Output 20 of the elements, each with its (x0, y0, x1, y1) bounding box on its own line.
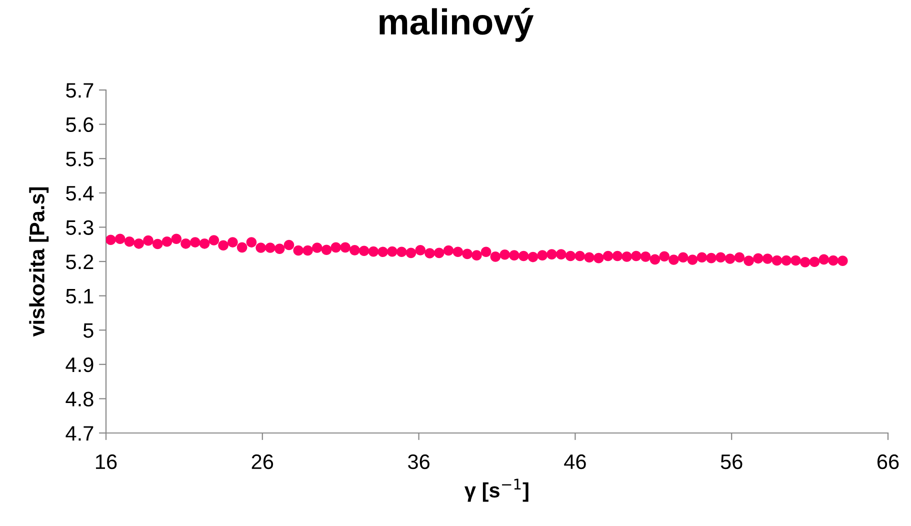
x-tick-label: 46 (564, 454, 586, 470)
y-tick-label: 5.6 (66, 117, 94, 132)
x-axis-title: γ [s$^{−1}$] (464, 478, 528, 502)
y-tick-label: 5 (83, 323, 94, 338)
x-tick-label: 26 (252, 454, 274, 470)
y-tick-label: 4.8 (66, 392, 94, 406)
x-tick-label: 36 (408, 454, 430, 470)
y-tick-label: 5.5 (66, 152, 94, 166)
y-tick-label: 5.3 (66, 220, 94, 235)
y-tick-label: 4.9 (66, 357, 94, 372)
y-tick-label: 5.4 (66, 186, 94, 201)
y-tick-label: 5.1 (66, 289, 94, 304)
y-axis-title: viskozita [Pa.s] (29, 187, 49, 337)
x-tick-label: 66 (877, 454, 899, 470)
y-tick-label: 5.2 (66, 254, 94, 270)
y-tick-label: 4.7 (66, 426, 94, 441)
chart-title: malinový (380, 8, 534, 42)
y-tick-label: 5.7 (66, 83, 94, 98)
x-tick-label: 16 (96, 454, 117, 470)
x-tick-label: 56 (720, 454, 742, 470)
